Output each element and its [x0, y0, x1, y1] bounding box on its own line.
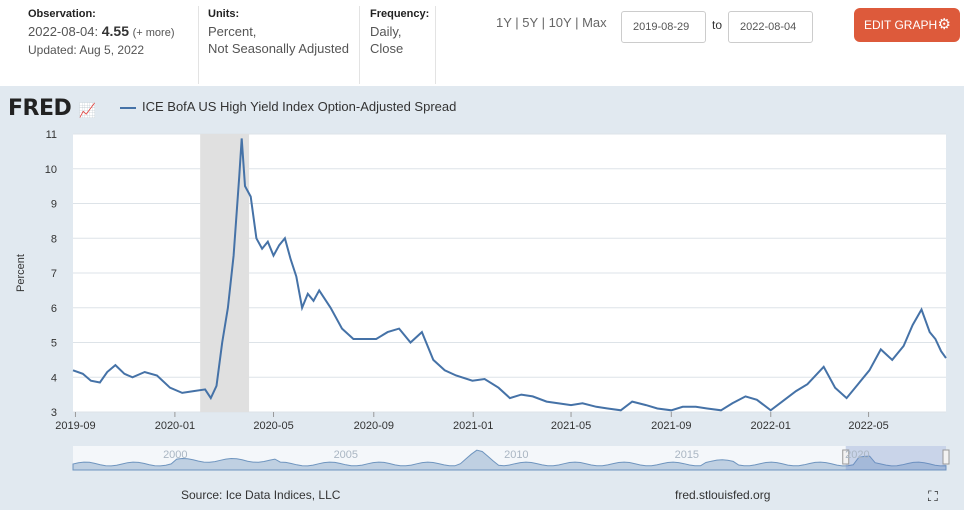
observation-date: 2022-08-04:: [28, 24, 99, 39]
navigator-selection[interactable]: [845, 446, 946, 470]
date-to-input[interactable]: 2022-08-04: [728, 11, 813, 43]
fred-logo-text: FRED: [8, 96, 72, 121]
y-tick-label: 8: [51, 233, 57, 245]
x-tick-label: 2020-01: [155, 420, 195, 432]
y-tick-label: 3: [51, 407, 57, 419]
divider: [359, 6, 360, 84]
x-tick-label: 2021-05: [551, 420, 591, 432]
navigator-handle-right[interactable]: [942, 449, 950, 465]
navigator-series: [72, 449, 947, 471]
y-tick-label: 9: [51, 199, 57, 211]
range-10y[interactable]: 10Y: [548, 15, 572, 30]
recession-shading: [200, 134, 250, 412]
range-1y[interactable]: 1Y: [496, 15, 512, 30]
fullscreen-icon[interactable]: ⛶: [928, 488, 938, 504]
frequency-line2: Close: [370, 41, 404, 56]
x-tick-label: 2021-01: [453, 420, 493, 432]
frequency-line1: Daily,: [370, 24, 402, 39]
legend: ICE BofA US High Yield Index Option-Adju…: [120, 99, 456, 114]
x-tick-label: 2019-09: [55, 420, 95, 432]
observation-panel: Observation: 2022-08-04: 4.55 (+ more) U…: [28, 6, 175, 59]
navigator-label: 2000: [163, 449, 187, 461]
x-tick-label: 2020-05: [253, 420, 293, 432]
legend-label: ICE BofA US High Yield Index Option-Adju…: [142, 99, 457, 114]
site-link[interactable]: fred.stlouisfed.org: [675, 488, 771, 502]
x-tick-label: 2022-01: [751, 420, 791, 432]
units-panel: Units: Percent, Not Seasonally Adjusted: [208, 6, 349, 57]
legend-swatch: [120, 106, 136, 109]
range-5y[interactable]: 5Y: [522, 15, 538, 30]
navigator-handle-left[interactable]: [842, 449, 850, 465]
navigator-label: 2005: [334, 449, 358, 461]
series-line: [72, 138, 947, 412]
frequency-panel: Frequency: Daily, Close: [370, 6, 429, 57]
observation-label: Observation:: [28, 8, 96, 20]
y-tick-label: 7: [51, 268, 57, 280]
navigator-label: 2015: [675, 449, 699, 461]
units-label: Units:: [208, 8, 240, 20]
y-tick-label: 4: [51, 372, 57, 384]
chart-line-icon: 📈: [78, 103, 96, 119]
range-selector: 1Y | 5Y | 10Y | Max: [496, 15, 607, 30]
observation-value: 4.55: [101, 23, 129, 39]
x-tick-label: 2022-05: [848, 420, 888, 432]
fred-logo: FRED 📈: [8, 96, 96, 121]
navigator-label: 2020: [845, 449, 869, 461]
edit-graph-button[interactable]: EDIT GRAPH ⚙: [854, 8, 960, 42]
frequency-label: Frequency:: [370, 8, 430, 20]
to-label: to: [712, 18, 723, 32]
date-from-input[interactable]: 2019-08-29: [621, 11, 706, 43]
source-text: Source: Ice Data Indices, LLC: [181, 488, 341, 502]
y-tick-label: 6: [51, 303, 57, 315]
gear-icon: ⚙: [937, 16, 951, 33]
units-line1: Percent,: [208, 24, 257, 39]
y-tick-label: 11: [46, 129, 57, 141]
units-line2: Not Seasonally Adjusted: [208, 41, 349, 56]
x-tick-label: 2020-09: [354, 420, 394, 432]
x-tick-label: 2021-09: [651, 420, 691, 432]
y-axis-label: Percent: [15, 254, 27, 292]
header: Observation: 2022-08-04: 4.55 (+ more) U…: [0, 0, 964, 86]
edit-graph-label: EDIT GRAPH: [864, 18, 938, 32]
chart-svg: 3 4 5 6 7 8 9 10 11 2019-09 2020-01 2020-05 2020-09 2…: [15, 129, 950, 471]
y-tick-label: 10: [45, 164, 57, 176]
more-link[interactable]: (+ more): [132, 27, 175, 39]
divider: [198, 6, 199, 84]
navigator-label: 2010: [504, 449, 528, 461]
y-tick-label: 5: [51, 338, 57, 350]
range-max[interactable]: Max: [582, 15, 607, 30]
divider: [435, 6, 436, 84]
updated-date: Updated: Aug 5, 2022: [28, 43, 145, 57]
